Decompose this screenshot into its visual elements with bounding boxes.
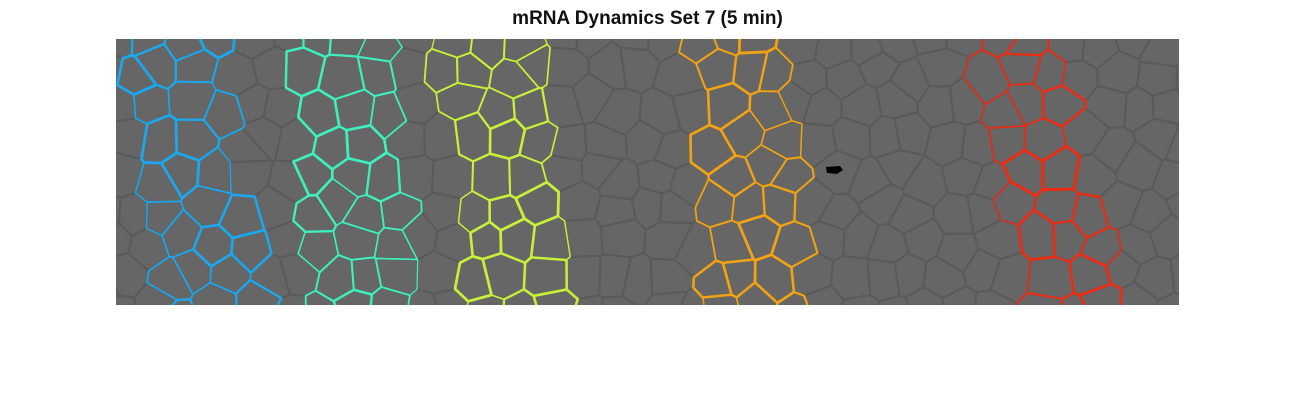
tissue-cell <box>878 295 910 305</box>
tissue-cell <box>1169 253 1179 296</box>
stripe-cell-outline <box>775 290 809 305</box>
stripe-1-cells <box>116 39 283 305</box>
tissue-cell <box>841 293 881 305</box>
tissue-cell <box>601 295 640 305</box>
cell-segmentation-overlay <box>116 39 1179 305</box>
stripe-cell-outline <box>304 289 337 305</box>
tissue-cell <box>1151 87 1179 126</box>
stripe-5-cells <box>962 39 1123 305</box>
tissue-cell <box>1164 191 1179 220</box>
figure-title: mRNA Dynamics Set 7 (5 min) <box>512 8 783 29</box>
tissue-cell <box>974 289 1019 305</box>
stripe-cell-outline <box>1078 282 1123 305</box>
stripe-cell-outline <box>466 294 505 305</box>
tissue-cell <box>116 294 137 305</box>
stripe-2-cells <box>284 39 423 305</box>
tissue-cell <box>1155 291 1179 305</box>
stripe-cell-outline <box>369 286 411 305</box>
tissue-cell <box>680 286 706 305</box>
tissue-cell <box>904 286 944 305</box>
tissue-cell <box>1175 62 1179 94</box>
stripe-cell-outline <box>532 288 579 305</box>
highlighted-cell-stripes <box>116 39 1123 305</box>
tissue-cell <box>802 284 845 305</box>
stripe-cell-outline <box>735 281 779 305</box>
stripe-3-cells <box>423 39 579 305</box>
microscopy-image <box>116 39 1179 305</box>
tissue-cell <box>574 294 604 305</box>
stripe-cell-outline <box>701 293 739 305</box>
stripe-cell-outline <box>234 278 283 305</box>
stripe-cell-outline <box>1016 292 1065 305</box>
dark-particle-marker <box>826 166 843 174</box>
stripe-4-cells <box>678 39 819 305</box>
tissue-cell <box>432 287 470 305</box>
tissue-cell <box>1119 281 1160 305</box>
image-background <box>116 39 1179 305</box>
